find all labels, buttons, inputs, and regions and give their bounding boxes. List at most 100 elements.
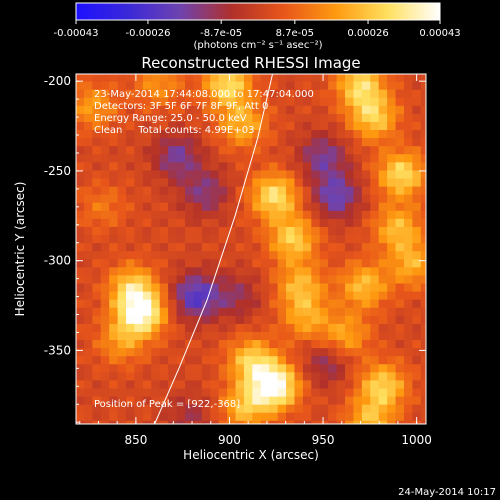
heatmap-cell (243, 186, 254, 196)
heatmap-cell (193, 420, 203, 424)
heatmap-cell (269, 364, 279, 374)
heatmap-cell (302, 170, 313, 180)
heatmap-cell (294, 178, 304, 188)
heatmap-cell (227, 235, 237, 245)
heatmap-cell (336, 218, 347, 228)
heatmap-cell (142, 356, 153, 366)
heatmap-cell (302, 348, 313, 358)
heatmap-cell (109, 340, 119, 350)
heatmap-cell (218, 130, 229, 140)
heatmap-cell (370, 170, 380, 180)
heatmap-cell (218, 202, 229, 212)
heatmap-cell (319, 138, 330, 148)
heatmap-cell (176, 340, 186, 350)
heatmap-cell (336, 251, 347, 261)
heatmap-cell (353, 202, 363, 212)
heatmap-cell (159, 243, 170, 253)
heatmap-cell (109, 412, 119, 422)
heatmap-cell (76, 380, 85, 390)
heatmap-cell (227, 186, 237, 196)
heatmap-cell (100, 210, 111, 220)
heatmap-cell (218, 243, 229, 253)
heatmap-cell (159, 130, 170, 140)
heatmap-cell (269, 97, 279, 107)
heatmap-cell (159, 275, 170, 285)
heatmap-cell (286, 194, 296, 204)
heatmap-cell (227, 340, 237, 350)
heatmap-cell (345, 372, 355, 382)
heatmap-cell (252, 89, 262, 99)
heatmap-cell (387, 89, 397, 99)
heatmap-cell (117, 105, 128, 115)
heatmap-cell (134, 210, 144, 220)
heatmap-cell (319, 380, 330, 390)
heatmap-cell (269, 170, 279, 180)
heatmap-cell (235, 388, 245, 398)
heatmap-cell (201, 146, 212, 156)
heatmap-cell (429, 82, 438, 91)
heatmap-cell (420, 348, 426, 358)
heatmap-cell (252, 81, 262, 91)
heatmap-cell (235, 372, 245, 382)
heatmap-cell (403, 218, 414, 228)
heatmap-cell (378, 97, 389, 107)
heatmap-cell (76, 259, 85, 269)
heatmap-cell (260, 396, 271, 406)
heatmap-cell (302, 74, 313, 83)
heatmap-cell (294, 138, 304, 148)
heatmap-cell (395, 186, 405, 196)
heatmap-cell (345, 283, 355, 293)
heatmap-cell (210, 315, 220, 325)
heatmap-cell (260, 146, 271, 156)
heatmap-cell (429, 316, 438, 325)
heatmap-cell (353, 251, 363, 261)
heatmap-cell (126, 130, 136, 140)
heatmap-cell (345, 146, 355, 156)
heatmap-cell (151, 210, 161, 220)
heatmap-cell (294, 372, 304, 382)
heatmap-cell (378, 146, 389, 156)
heatmap-cell (134, 218, 144, 228)
heatmap-cell (328, 356, 338, 366)
heatmap-cell (378, 331, 389, 342)
heatmap-cell (227, 170, 237, 180)
heatmap-cell (227, 162, 237, 172)
heatmap-cell (83, 226, 94, 237)
heatmap-cell (403, 89, 414, 99)
heatmap-cell (126, 97, 136, 107)
heatmap-cell (151, 412, 161, 422)
plot-frame (75, 73, 427, 425)
heatmap-cell (370, 429, 379, 438)
heatmap-cell (311, 331, 321, 342)
heatmap-cell (227, 89, 237, 99)
heatmap-cell (311, 210, 321, 220)
colorbar-tick-label: -0.00043 (54, 28, 99, 39)
heatmap-cell (403, 364, 414, 374)
heatmap-cell (210, 412, 220, 422)
heatmap-cell (336, 307, 347, 317)
heatmap-cell (218, 348, 229, 358)
heatmap-cell (269, 113, 279, 123)
heatmap-cell (83, 396, 94, 406)
colorbar-tick-label: 0.00026 (347, 28, 388, 39)
heatmap-cell (76, 202, 85, 212)
heatmap-cell (151, 364, 161, 374)
generation-timestamp: 24-May-2014 10:17 (398, 487, 496, 498)
heatmap-cell (184, 202, 195, 212)
heatmap-cell (235, 380, 245, 390)
heatmap-cell (277, 105, 288, 115)
heatmap-cell (227, 105, 237, 115)
heatmap-cell (134, 323, 144, 333)
heatmap-cell (117, 283, 128, 293)
heatmap-cell (361, 283, 372, 293)
heatmap-cell (252, 210, 262, 220)
heatmap-cell (319, 194, 330, 204)
heatmap-cell (76, 412, 85, 422)
heatmap-cell (159, 81, 170, 91)
heatmap-cell (235, 267, 245, 277)
heatmap-cell (302, 154, 313, 164)
heatmap-cell (201, 348, 212, 358)
heatmap-cell (353, 121, 363, 132)
heatmap-cell (412, 235, 422, 245)
